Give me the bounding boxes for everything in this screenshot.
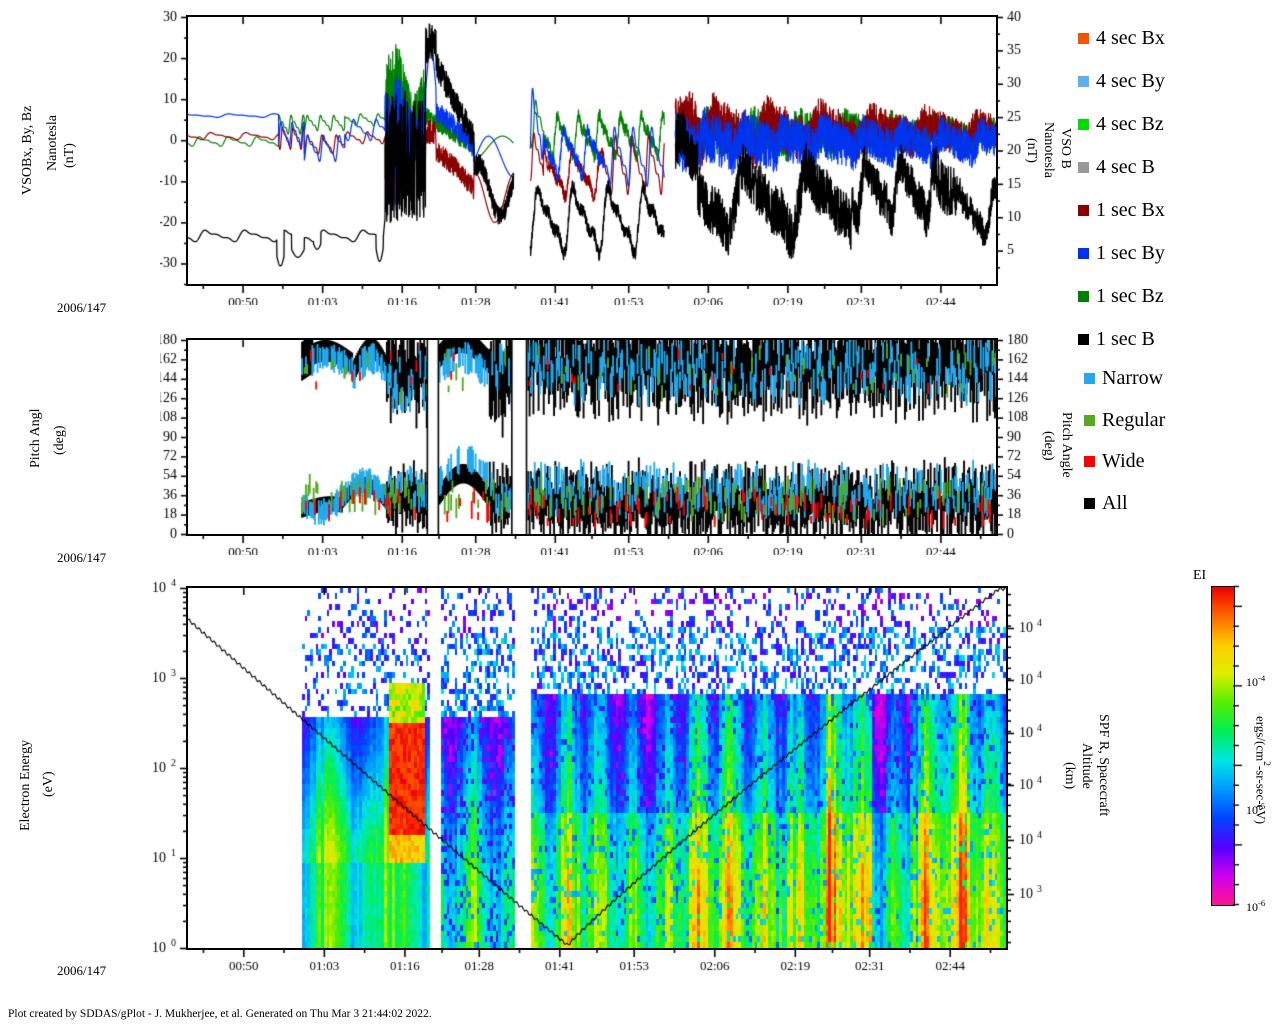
magfield-ylabel-right-line2: Nanotesla: [1041, 122, 1056, 178]
legend-item-1-sec-by[interactable]: 1 sec By: [1078, 243, 1165, 263]
pitch-ylabel-right-line2: (deg): [1041, 431, 1056, 461]
legend-item-narrow[interactable]: Narrow: [1084, 368, 1163, 388]
pitch-angle-plot-canvas: [188, 340, 996, 534]
legend-label: 4 sec Bz: [1096, 113, 1164, 135]
legend-item-all[interactable]: All: [1084, 493, 1128, 513]
pitch-ylabel-right: Pitch Angle: [1058, 405, 1074, 485]
legend-label: Narrow: [1102, 367, 1164, 389]
magfield-ylabel-right: VSO B: [1057, 118, 1073, 178]
spectrogram-ylabel-right: SPF R, Spacecraft: [1095, 700, 1111, 830]
spectrogram-date-label: 2006/147: [57, 963, 107, 978]
colorbar-label-max: 10-4: [1246, 673, 1266, 689]
pitch-ylabel-left-line1: Pitch Angl: [28, 408, 43, 468]
colorbar-units: ergs/(cm2-sr-sec-eV): [1253, 715, 1271, 825]
colorbar-label-mid: 10-5: [1246, 801, 1266, 817]
legend-item-1-sec-bz[interactable]: 1 sec Bz: [1078, 286, 1164, 306]
legend-swatch-icon: [1078, 118, 1089, 130]
magfield-ylabel-right-line1: VSO B: [1058, 127, 1073, 169]
legend-item-4-sec-bx[interactable]: 4 sec Bx: [1078, 28, 1165, 48]
spectrogram-ylabel-right-line2: Altitude: [1079, 743, 1094, 789]
spectrogram-ylabel-left-units: (eV): [41, 762, 57, 806]
legend-swatch-icon: [1078, 75, 1089, 87]
spectrogram-ylabel-left-line2: (eV): [41, 771, 56, 797]
colorbar-title: EI: [1193, 568, 1207, 583]
legend-item-4-sec-by[interactable]: 4 sec By: [1078, 71, 1165, 91]
legend-label: 1 sec Bx: [1096, 199, 1165, 221]
legend-label: All: [1102, 492, 1128, 514]
legend-item-1-sec-bx[interactable]: 1 sec Bx: [1078, 200, 1165, 220]
legend-label: Wide: [1102, 450, 1145, 472]
magnetic-field-plot-canvas: [188, 17, 996, 284]
pitch-ylabel-left-units: (deg): [52, 418, 68, 462]
pitch-ylabel-left-line2: (deg): [52, 425, 67, 455]
legend-swatch-icon: [1078, 32, 1089, 44]
magfield-ylabel-left: VSOBx, By, Bz: [20, 95, 36, 205]
spectrogram-ylabel-right-line3: (km): [1062, 762, 1077, 790]
magfield-ylabel-left-line2: Nanotesla: [45, 115, 60, 171]
legend-swatch-icon: [1084, 372, 1095, 384]
spectrogram-ylabel-left-line1: Electron Energy: [18, 739, 33, 831]
pitch-ylabel-left: Pitch Angl: [28, 398, 44, 478]
footer-credit: Plot created by SDDAS/gPlot - J. Mukherj…: [8, 1008, 432, 1020]
pitch-ylabel-right-units: (deg): [1040, 424, 1056, 468]
spectrogram-canvas: [188, 588, 1006, 948]
legend-item-4-sec-b[interactable]: 4 sec B: [1078, 157, 1155, 177]
magfield-ylabel-left-units: Nanotesla: [45, 98, 61, 188]
spectrogram-ylabel-left: Electron Energy: [18, 730, 34, 840]
legend-swatch-icon: [1078, 333, 1089, 345]
legend-swatch-icon: [1078, 204, 1089, 216]
legend: 4 sec Bx 4 sec By 4 sec Bz 4 sec B 1 sec Bx 1…: [1078, 10, 1268, 520]
pitch-date-label: 2006/147: [57, 550, 107, 565]
magfield-ylabel-left-unit-paren: (nT): [62, 138, 78, 174]
magfield-ylabel-right-unit-paren: (nT): [1023, 132, 1039, 168]
legend-swatch-icon: [1084, 414, 1095, 426]
legend-item-4-sec-bz[interactable]: 4 sec Bz: [1078, 114, 1164, 134]
legend-swatch-icon: [1078, 290, 1089, 302]
legend-label: Regular: [1102, 409, 1166, 431]
legend-item-1-sec-b[interactable]: 1 sec B: [1078, 329, 1155, 349]
legend-item-wide[interactable]: Wide: [1084, 451, 1145, 471]
legend-swatch-icon: [1084, 497, 1095, 509]
magfield-ylabel-right-units: Nanotesla: [1040, 110, 1056, 190]
spectrogram-ylabel-right-unit: (km): [1061, 758, 1077, 794]
spectrogram-ylabel-right-alt: Altitude: [1078, 738, 1094, 794]
colorbar-label-min: 10-6: [1246, 898, 1266, 914]
legend-label: 1 sec B: [1096, 328, 1155, 350]
magfield-ylabel-left-line3: (nT): [62, 143, 77, 169]
legend-label: 1 sec Bz: [1096, 285, 1164, 307]
legend-label: 4 sec B: [1096, 156, 1155, 178]
legend-swatch-icon: [1078, 161, 1089, 173]
legend-label: 4 sec By: [1096, 70, 1165, 92]
spectrogram-ylabel-right-line1: SPF R, Spacecraft: [1096, 713, 1111, 817]
pitch-ylabel-right-line1: Pitch Angle: [1059, 412, 1074, 478]
legend-swatch-icon: [1084, 455, 1095, 467]
legend-label: 4 sec Bx: [1096, 27, 1165, 49]
legend-item-regular[interactable]: Regular: [1084, 410, 1165, 430]
magfield-ylabel-left-line1: VSOBx, By, Bz: [20, 105, 35, 195]
colorbar: [1211, 586, 1235, 906]
magfield-ylabel-right-line3: (nT): [1024, 137, 1039, 163]
magfield-date-label: 2006/147: [57, 300, 107, 315]
legend-label: 1 sec By: [1096, 242, 1165, 264]
legend-swatch-icon: [1078, 247, 1089, 259]
